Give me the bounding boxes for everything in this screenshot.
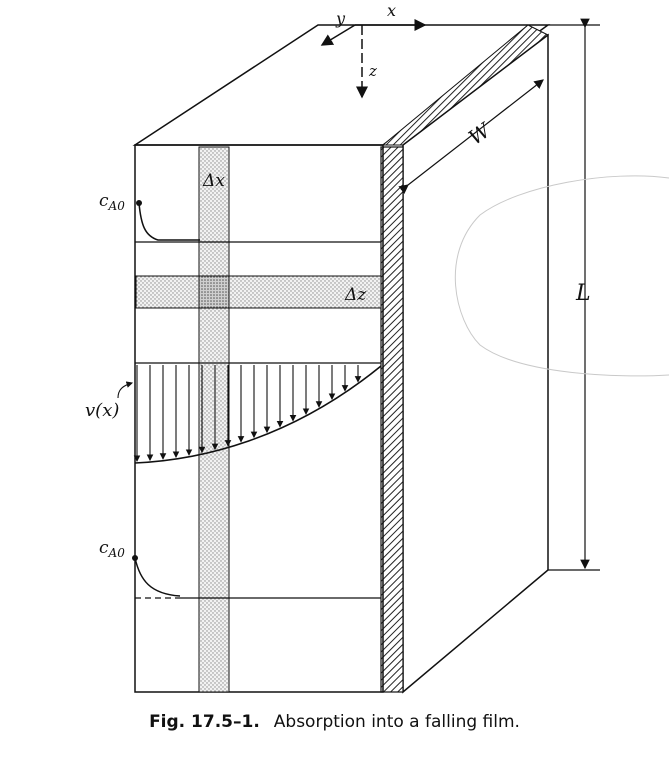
- conc-label-bottom-main: c: [99, 538, 109, 558]
- overlap-cell: [198, 275, 230, 309]
- conc-label-bottom-sub: A0: [108, 546, 126, 560]
- concentration-profile-top: [138, 202, 200, 241]
- length-label: L: [575, 281, 591, 306]
- conc-point-top: [136, 200, 142, 206]
- block-front-face: [134, 144, 384, 693]
- delta-z-label: Δz: [344, 285, 367, 305]
- conc-label-top-main: c: [99, 191, 109, 211]
- conc-label-top-sub: A0: [108, 199, 126, 213]
- axis-label-z: z: [368, 62, 377, 80]
- delta-z-strip: [135, 275, 382, 309]
- conc-point-bottom: [132, 555, 138, 561]
- caption-text: Absorption into a falling film.: [273, 712, 520, 732]
- axis-label-x: x: [387, 1, 396, 20]
- velocity-profile-curve: [134, 365, 382, 464]
- delta-x-strip: [198, 146, 230, 693]
- delta-x-label: Δx: [202, 171, 225, 191]
- conc-label-bottom: cA0: [99, 538, 125, 560]
- caption-number: Fig. 17.5–1.: [149, 712, 260, 732]
- velocity-label: v(x): [85, 400, 119, 421]
- axis-label-y: y: [335, 9, 346, 28]
- y-axis-arrow: [320, 24, 356, 46]
- scan-artifact-curve: [454, 175, 669, 377]
- width-dimension: [398, 79, 544, 194]
- velocity-arrows: [133, 365, 362, 463]
- wall-front-hatch: [380, 146, 404, 693]
- conc-label-top: cA0: [99, 191, 125, 213]
- figure-caption: Fig. 17.5–1. Absorption into a falling fi…: [0, 712, 669, 732]
- concentration-profile-bottom: [134, 557, 181, 597]
- velocity-label-pointer: [117, 381, 134, 399]
